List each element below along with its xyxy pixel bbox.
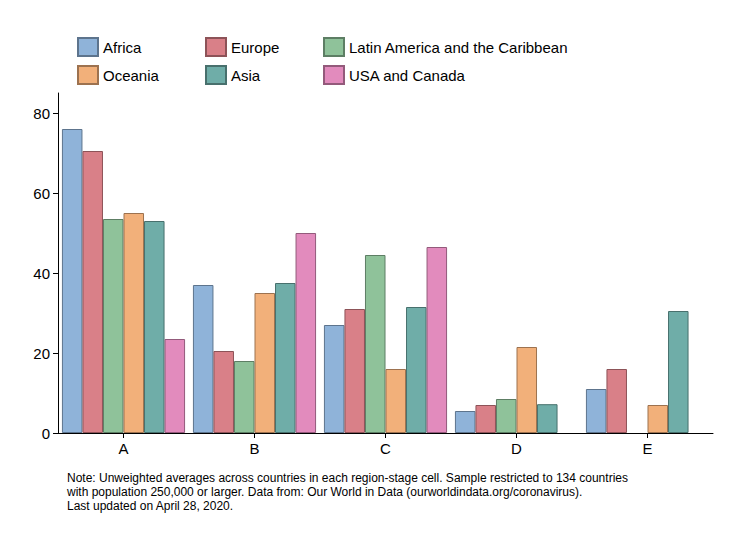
svg-text:20: 20 [33, 345, 50, 362]
svg-text:C: C [380, 440, 391, 457]
svg-text:Asia: Asia [231, 67, 261, 84]
svg-text:Last updated on April 28, 2020: Last updated on April 28, 2020. [67, 499, 233, 513]
svg-text:40: 40 [33, 265, 50, 282]
svg-text:E: E [642, 440, 652, 457]
svg-text:80: 80 [33, 105, 50, 122]
svg-text:60: 60 [33, 185, 50, 202]
svg-text:USA and Canada: USA and Canada [349, 67, 466, 84]
svg-text:B: B [249, 440, 259, 457]
svg-text:Latin America and the Caribbea: Latin America and the Caribbean [349, 39, 567, 56]
svg-text:A: A [118, 440, 128, 457]
svg-text:Africa: Africa [103, 39, 142, 56]
svg-text:Oceania: Oceania [103, 67, 160, 84]
svg-text:0: 0 [42, 425, 50, 442]
svg-text:with population 250,000 or lar: with population 250,000 or larger. Data … [66, 485, 582, 499]
svg-text:D: D [511, 440, 522, 457]
svg-text:Note: Unweighted averages acro: Note: Unweighted averages across countri… [67, 471, 628, 485]
svg-text:Europe: Europe [231, 39, 279, 56]
